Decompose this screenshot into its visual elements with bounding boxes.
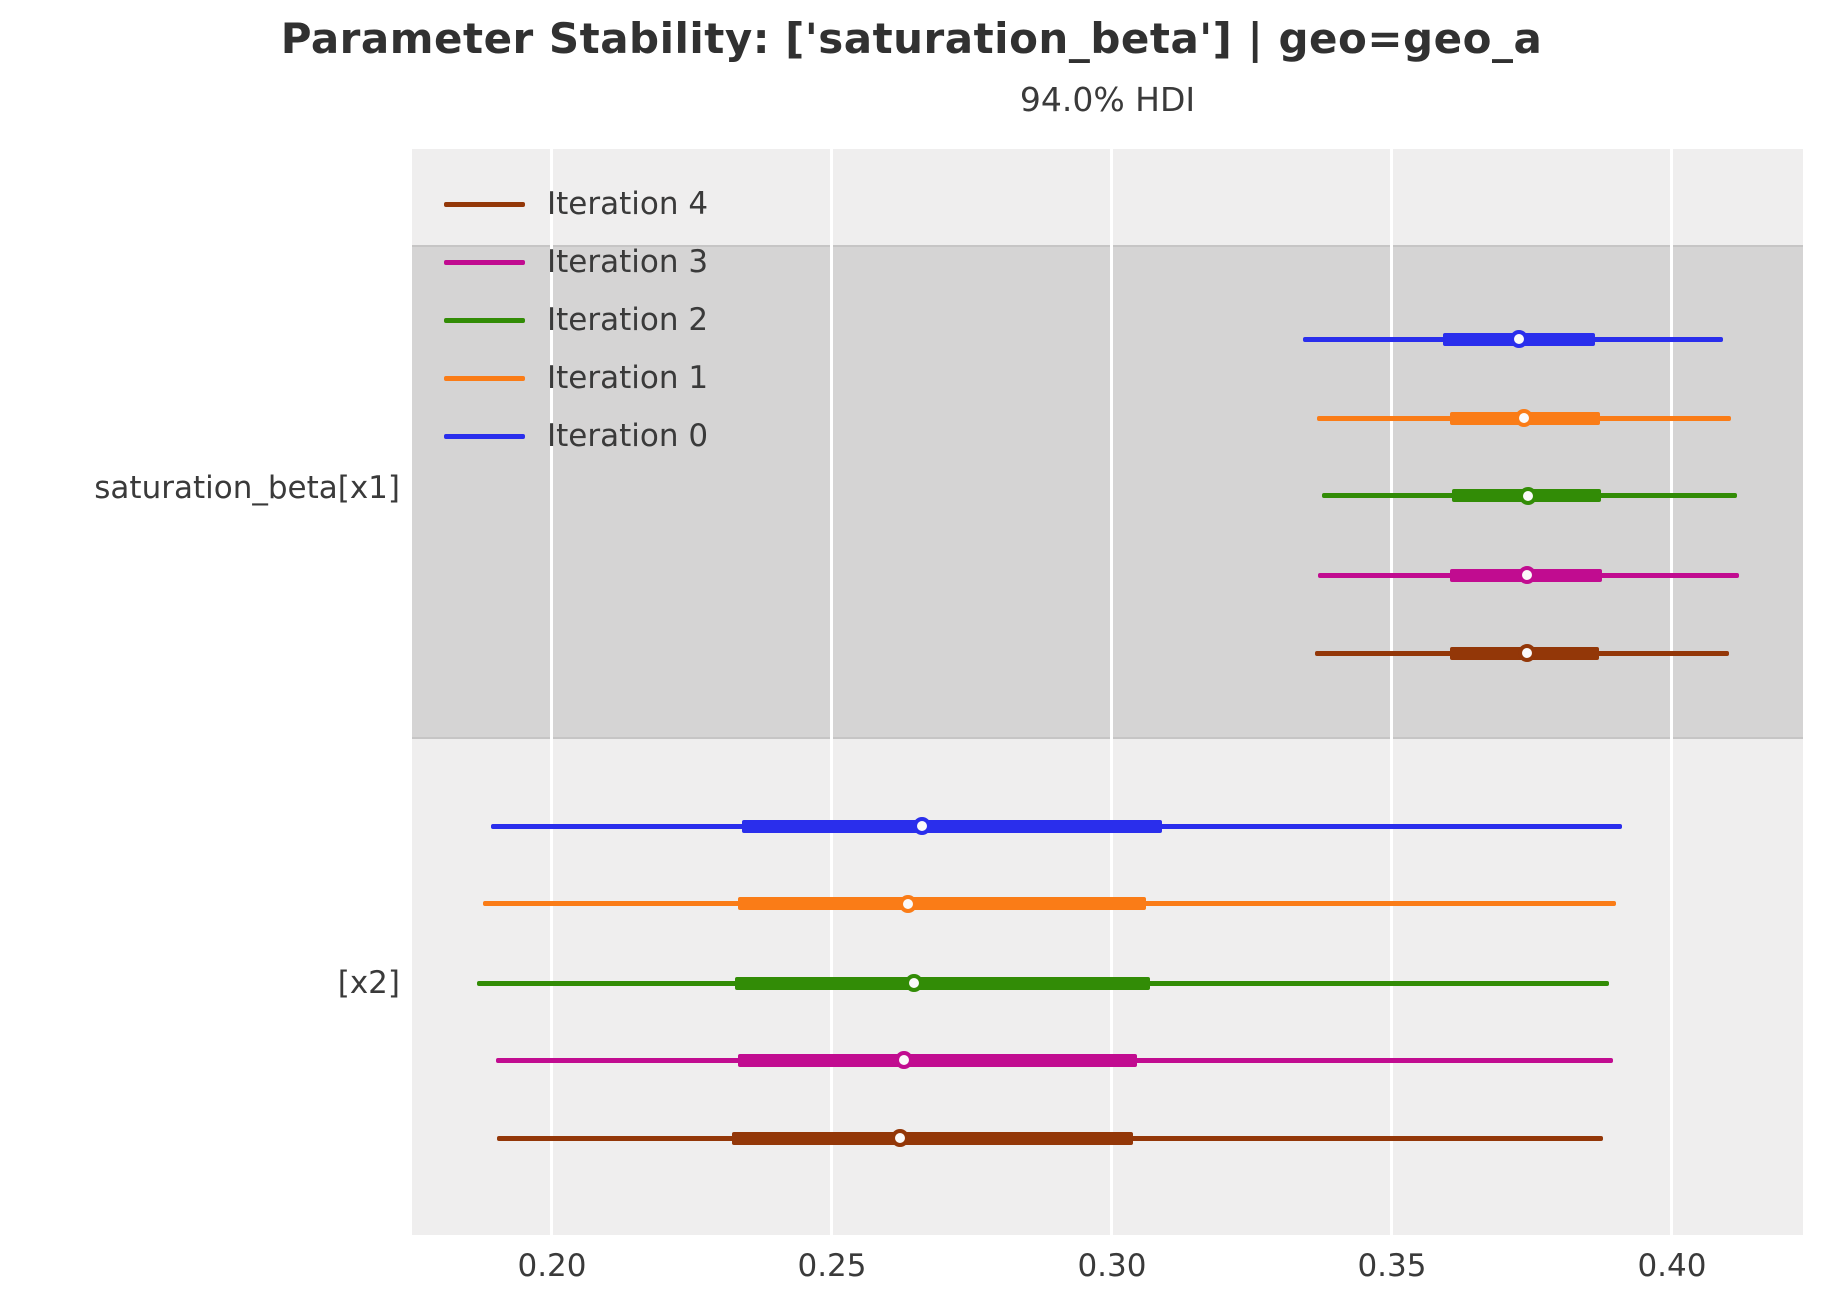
y-axis-label: [x2] [337, 965, 400, 1001]
gridline [550, 149, 554, 1235]
legend-swatch-line [444, 259, 525, 265]
chart-subtitle: 94.0% HDI [1019, 80, 1196, 119]
x-tick-label: 0.35 [1357, 1248, 1427, 1284]
legend-label: Iteration 4 [547, 186, 709, 222]
x-tick-label: 0.30 [1077, 1248, 1147, 1284]
legend-label: Iteration 3 [547, 244, 709, 280]
quartile-line [737, 1053, 1138, 1067]
median-marker [1519, 486, 1538, 505]
median-marker [1517, 566, 1536, 585]
gridline [830, 149, 834, 1235]
median-marker [1515, 409, 1534, 427]
plot-area: Iteration 4 Iteration 3 Iteration 2 Iterati… [412, 149, 1803, 1235]
median-marker [1517, 644, 1536, 662]
gridline [1670, 149, 1674, 1235]
legend-swatch-line [444, 317, 525, 323]
legend-swatch-line [444, 201, 525, 207]
y-axis-label: saturation_beta[x1] [94, 470, 400, 506]
legend: Iteration 4 Iteration 3 Iteration 2 Iterati… [444, 175, 708, 465]
legend-item: Iteration 0 [444, 407, 708, 465]
legend-item: Iteration 4 [444, 175, 708, 233]
gridline [1110, 149, 1114, 1235]
legend-item: Iteration 1 [444, 349, 708, 407]
quartile-line [737, 897, 1147, 911]
gridline [1390, 149, 1394, 1235]
median-marker [1510, 330, 1529, 349]
median-marker [899, 894, 918, 913]
median-marker [890, 1129, 909, 1148]
median-marker [904, 974, 923, 993]
x-tick-label: 0.25 [797, 1248, 867, 1284]
legend-label: Iteration 2 [547, 302, 709, 338]
quartile-line [735, 976, 1151, 990]
x-tick-label: 0.40 [1637, 1248, 1707, 1284]
legend-item: Iteration 3 [444, 233, 708, 291]
x-tick-label: 0.20 [517, 1248, 587, 1284]
legend-swatch-line [444, 375, 525, 381]
chart-title: Parameter Stability: ['saturation_beta']… [280, 14, 1543, 63]
legend-swatch-line [444, 433, 525, 439]
legend-label: Iteration 0 [547, 418, 709, 454]
legend-label: Iteration 1 [547, 360, 709, 396]
quartile-line [741, 819, 1162, 833]
median-marker [895, 1051, 914, 1070]
quartile-line [731, 1131, 1134, 1145]
median-marker [913, 817, 932, 835]
legend-item: Iteration 2 [444, 291, 708, 349]
